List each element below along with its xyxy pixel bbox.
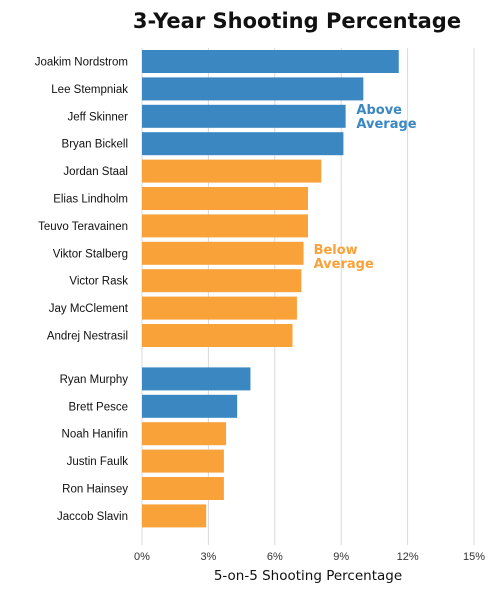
below-average-annotation: Average <box>314 257 374 272</box>
category-label: Jaccob Slavin <box>57 511 128 523</box>
category-label: Joakim Nordstrom <box>35 57 128 69</box>
category-label: Teuvo Teravainen <box>38 221 128 233</box>
category-label: Brett Pesce <box>69 401 128 413</box>
category-label: Jordan Staal <box>63 166 128 178</box>
above-average-annotation: Average <box>356 117 416 132</box>
category-label: Justin Faulk <box>67 456 129 468</box>
x-tick-label: 6% <box>267 551 283 563</box>
bar <box>142 504 207 528</box>
category-label: Jeff Skinner <box>67 111 128 123</box>
bars <box>142 50 399 528</box>
category-label: Victor Rask <box>69 276 128 288</box>
bar <box>142 394 238 418</box>
bar <box>142 422 227 446</box>
category-label: Noah Hanifin <box>62 429 128 441</box>
bar <box>142 367 251 391</box>
bar <box>142 296 297 320</box>
x-tick-label: 12% <box>397 551 419 563</box>
bar <box>142 269 302 293</box>
below-average-annotation: Below <box>314 243 358 258</box>
x-axis-label: 5-on-5 Shooting Percentage <box>214 568 402 584</box>
category-label: Andrej Nestrasil <box>47 331 128 343</box>
chart-title: 3-Year Shooting Percentage <box>133 9 461 33</box>
bar <box>142 132 344 156</box>
bar <box>142 241 304 265</box>
category-label: Ryan Murphy <box>60 374 129 386</box>
category-label: Viktor Stalberg <box>53 248 128 260</box>
x-tick-label: 15% <box>463 551 485 563</box>
x-tick-label: 0% <box>134 551 150 563</box>
category-label: Bryan Bickell <box>62 139 128 151</box>
x-tick-label: 9% <box>333 551 349 563</box>
x-tick-labels: 0% 3% 6% 9% 12% 15% <box>134 551 485 563</box>
bar <box>142 104 346 128</box>
bar <box>142 77 364 101</box>
category-label: Jay McClement <box>49 303 129 315</box>
category-label: Lee Stempniak <box>51 84 128 96</box>
bar <box>142 449 224 473</box>
x-tick-label: 3% <box>200 551 216 563</box>
bar <box>142 324 293 347</box>
category-labels: Joakim Nordstrom Lee Stempniak Jeff Skinne… <box>35 57 129 523</box>
bar <box>142 477 224 500</box>
category-label: Elias Lindholm <box>53 194 128 206</box>
bar <box>142 214 308 238</box>
bar <box>142 50 399 73</box>
category-label: Ron Hainsey <box>62 484 128 496</box>
above-average-annotation: Above <box>356 103 402 118</box>
bar <box>142 159 322 183</box>
bar <box>142 187 308 210</box>
